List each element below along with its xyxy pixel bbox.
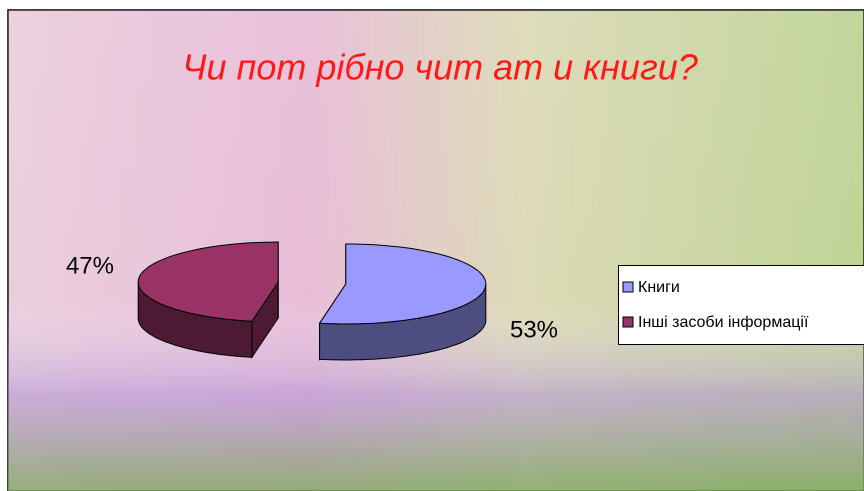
legend-label: Інші засоби інформації: [638, 314, 809, 331]
chart-title: Чи пот рібно чит ат и книги?: [182, 47, 698, 88]
data-label: 47%: [66, 252, 114, 279]
legend-swatch: [623, 317, 633, 327]
legend-label: Книги: [638, 279, 680, 296]
data-label: 53%: [510, 316, 558, 343]
legend-box: [619, 266, 864, 345]
page: Чи пот рібно чит ат и книги? 53% 47% Книг…: [0, 0, 864, 491]
legend: Книги Інші засоби інформації: [619, 266, 864, 345]
legend-swatch: [623, 282, 633, 292]
chart: Чи пот рібно чит ат и книги? 53% 47% Книг…: [0, 0, 864, 491]
